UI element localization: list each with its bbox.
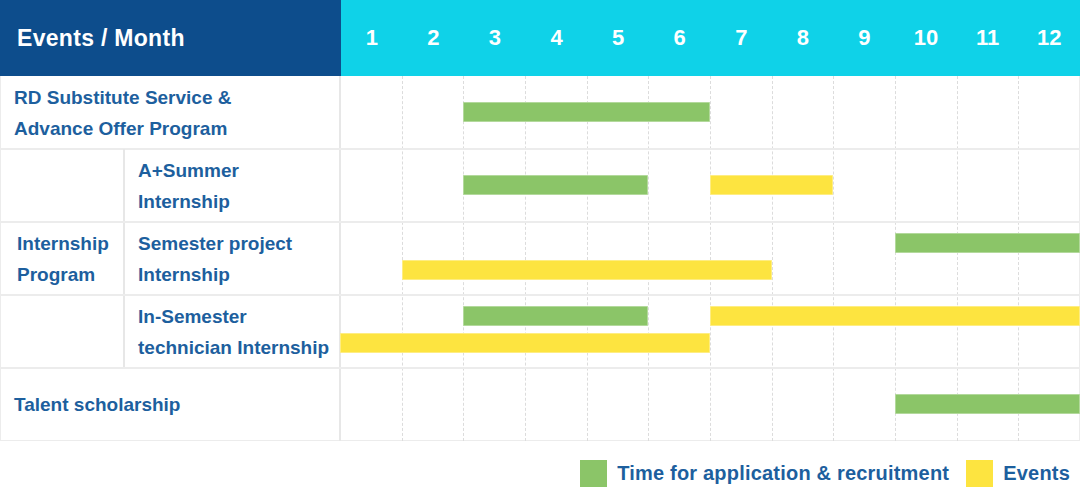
gantt-bar-event [710,306,1080,326]
group-label-internship-program: InternshipProgram [0,149,124,368]
month-header-9: 9 [834,0,896,76]
month-divider [1018,76,1019,441]
legend-label-events: Events [1003,462,1070,485]
recruitment-swatch-icon [580,460,607,487]
group-label-line: Internship [17,228,124,259]
row-label-line: In-Semester [138,301,340,332]
month-divider [587,76,588,441]
month-divider [525,76,526,441]
gantt-bar-recruitment [895,233,1080,253]
row-label-cell: In-Semestertechnician Internship [124,295,340,368]
row-label-line: technician Internship [138,332,340,363]
gantt-bar-recruitment [463,175,648,195]
row-label-cell: Talent scholarship [0,368,340,441]
month-divider [710,76,711,441]
events-swatch-icon [966,460,993,487]
month-header-6: 6 [649,0,711,76]
gantt-bar-event [402,260,772,280]
row-label-cell: RD Substitute Service &Advance Offer Pro… [0,76,340,149]
month-divider [957,76,958,441]
legend-label-recruitment: Time for application & recruitment [617,462,949,485]
row-label-cell: A+SummerInternship [124,149,340,222]
row-label-line: Semester project [138,228,340,259]
month-header-4: 4 [526,0,588,76]
row-label-line: RD Substitute Service & [14,82,340,113]
row-label-line: Advance Offer Program [14,113,340,144]
legend-item-events: Events [966,460,1070,487]
legend: Time for application & recruitment Event… [0,458,1080,488]
month-header-8: 8 [772,0,834,76]
month-header-10: 10 [895,0,957,76]
month-header-12: 12 [1018,0,1080,76]
gantt-bar-event [340,333,710,353]
month-header-7: 7 [710,0,772,76]
row-label-line: Talent scholarship [14,389,340,420]
month-header-1: 1 [341,0,403,76]
row-label-line: Internship [138,186,340,217]
month-divider [833,76,834,441]
legend-item-recruitment: Time for application & recruitment [580,460,949,487]
row-label-line: Internship [138,259,340,290]
gantt-schedule-chart: Events / Month 123456789101112 RD Substi… [0,0,1080,494]
events-month-header: Events / Month [0,0,341,76]
month-divider [648,76,649,441]
row-label-line: A+Summer [138,155,340,186]
month-header-3: 3 [464,0,526,76]
month-divider [772,76,773,441]
gantt-bar-recruitment [895,394,1080,414]
month-header-5: 5 [587,0,649,76]
month-divider [895,76,896,441]
gantt-bar-recruitment [463,306,648,326]
gantt-bar-recruitment [463,102,710,122]
month-header-11: 11 [957,0,1019,76]
months-header-row: 123456789101112 [341,0,1080,76]
month-header-2: 2 [403,0,465,76]
row-label-cell: Semester projectInternship [124,222,340,295]
month-divider [402,76,403,441]
events-month-header-label: Events / Month [17,25,185,52]
month-divider [463,76,464,441]
gantt-bar-event [710,175,833,195]
gantt-table: Events / Month 123456789101112 RD Substi… [0,0,1080,441]
group-label-line: Program [17,259,124,290]
